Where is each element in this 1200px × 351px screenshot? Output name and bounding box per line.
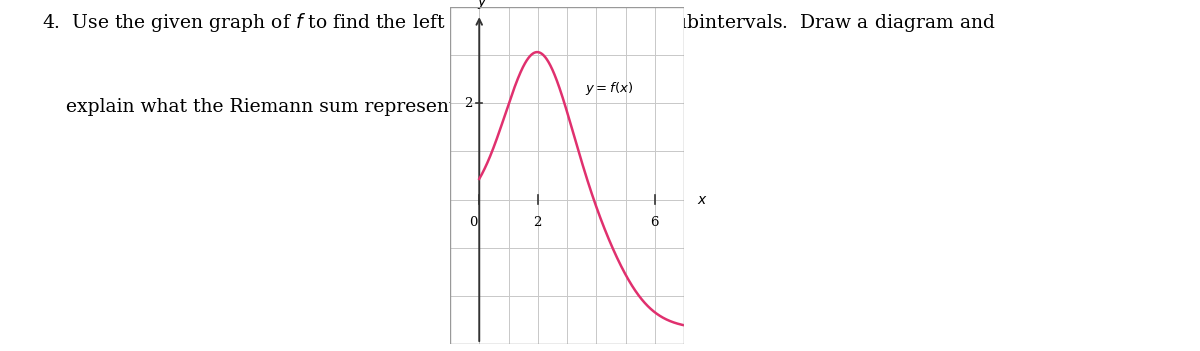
Text: $y$: $y$ [478, 0, 488, 11]
Text: explain what the Riemann sum represents.: explain what the Riemann sum represents. [42, 98, 472, 116]
Text: 0: 0 [469, 217, 478, 230]
Text: 2: 2 [534, 217, 542, 230]
Text: 6: 6 [650, 217, 659, 230]
Text: $y = f(x)$: $y = f(x)$ [584, 80, 632, 97]
Text: $x$: $x$ [697, 193, 708, 207]
Text: 4.  Use the given graph of $f$ to find the left Riemann sum with six subinterval: 4. Use the given graph of $f$ to find th… [42, 11, 996, 34]
Text: 2: 2 [464, 97, 473, 110]
